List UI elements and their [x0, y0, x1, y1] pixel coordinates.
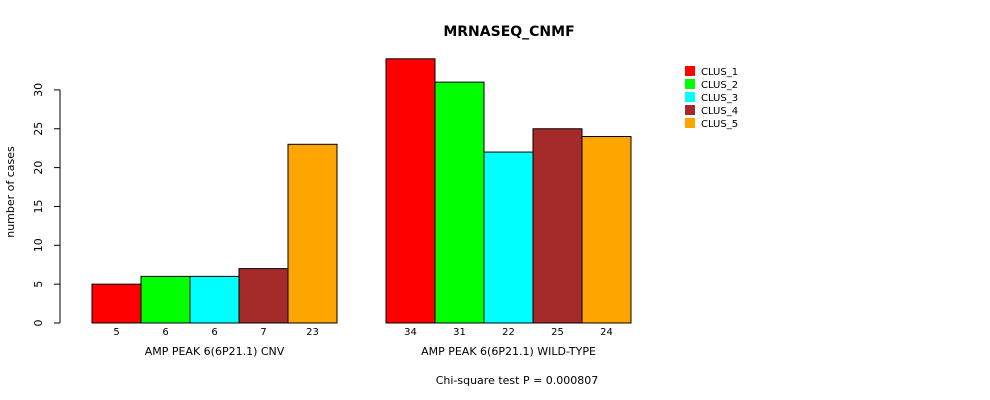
bar-count: 23	[306, 327, 319, 338]
bars	[91, 58, 632, 324]
bar	[483, 151, 534, 324]
bar-count: 24	[600, 327, 613, 338]
bar-count: 5	[113, 327, 119, 338]
bar	[385, 58, 436, 324]
y-axis: 0 5 10 15 20 25 30	[32, 83, 61, 327]
bar-count: 6	[211, 327, 217, 338]
bar-count-labels: 5 6 6 7 23 34 31 22 25 24	[113, 327, 613, 338]
bar	[581, 136, 632, 324]
legend-label: CLUS_3	[701, 93, 738, 104]
bar	[287, 143, 338, 324]
legend-swatch	[685, 118, 695, 128]
y-tick-label: 25	[32, 122, 45, 136]
bar	[91, 283, 142, 324]
legend-swatch	[685, 92, 695, 102]
y-tick-label: 15	[32, 199, 45, 213]
bar-count: 7	[260, 327, 266, 338]
bar-count: 34	[404, 327, 417, 338]
group-label: AMP PEAK 6(6P21.1) CNV	[145, 345, 285, 358]
legend-label: CLUS_5	[701, 119, 738, 130]
legend-swatch	[685, 79, 695, 89]
legend-swatch	[685, 105, 695, 115]
chart-title: MRNASEQ_CNMF	[443, 24, 574, 40]
legend-label: CLUS_2	[701, 80, 738, 91]
y-tick-label: 5	[32, 281, 45, 288]
legend-label: CLUS_4	[701, 106, 738, 117]
bar	[189, 275, 240, 324]
group-labels: AMP PEAK 6(6P21.1) CNV AMP PEAK 6(6P21.1)…	[145, 345, 596, 358]
bar-count: 31	[453, 327, 466, 338]
y-tick-label: 30	[32, 83, 45, 97]
bar-count: 25	[551, 327, 564, 338]
chi-square-footer: Chi-square test P = 0.000807	[436, 374, 599, 387]
bar-count: 22	[502, 327, 515, 338]
y-axis-label: number of cases	[4, 146, 17, 238]
y-tick-label: 0	[32, 320, 45, 327]
bar	[532, 128, 583, 324]
bar-count: 6	[162, 327, 168, 338]
y-tick-label: 10	[32, 238, 45, 252]
legend-swatch	[685, 66, 695, 76]
bar	[238, 268, 289, 324]
legend-label: CLUS_1	[701, 67, 738, 78]
y-tick-label: 20	[32, 161, 45, 175]
bar	[140, 275, 191, 324]
legend: CLUS_1 CLUS_2 CLUS_3 CLUS_4 CLUS_5	[685, 66, 738, 130]
group-label: AMP PEAK 6(6P21.1) WILD-TYPE	[421, 345, 596, 358]
bar	[434, 81, 485, 324]
